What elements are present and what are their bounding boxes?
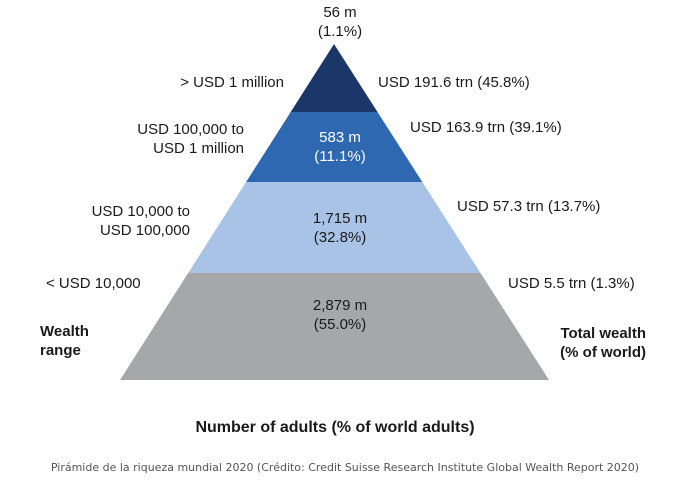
- right-axis-title-line1: Total wealth: [560, 325, 646, 342]
- tier-2-adults-pct: (11.1%): [314, 148, 366, 165]
- wealth-range-tier-3: USD 10,000 to USD 100,000: [24, 202, 190, 240]
- pyramid-tier-upper-middle: [246, 112, 423, 182]
- wealth-range-tier-1: > USD 1 million: [180, 74, 284, 91]
- right-axis-title-line2: (% of world): [560, 344, 646, 361]
- total-wealth-tier-2: USD 163.9 trn (39.1%): [410, 119, 562, 136]
- tier-1-adults: 56 m (1.1%): [300, 3, 380, 41]
- total-wealth-tier-3: USD 57.3 trn (13.7%): [457, 198, 601, 215]
- wealth-range-tier-3-line1: USD 10,000 to: [91, 203, 190, 220]
- pyramid-tier-top: [290, 44, 378, 112]
- wealth-range-tier-2: USD 100,000 to USD 1 million: [80, 120, 244, 158]
- tier-2-adults: 583 m (11.1%): [285, 128, 395, 166]
- total-wealth-tier-1: USD 191.6 trn (45.8%): [378, 74, 530, 91]
- bottom-title: Number of adults (% of world adults): [195, 419, 475, 436]
- left-axis-title-line2: range: [40, 342, 81, 359]
- figure-caption: Pirámide de la riqueza mundial 2020 (Cré…: [50, 461, 640, 474]
- tier-4-adults-count: 2,879 m: [312, 297, 368, 314]
- wealth-range-tier-2-line1: USD 100,000 to: [137, 121, 244, 138]
- tier-3-adults-count: 1,715 m: [312, 210, 368, 227]
- tier-2-adults-count: 583 m: [319, 129, 361, 146]
- wealth-range-tier-4: < USD 10,000: [46, 275, 141, 292]
- tier-1-adults-count: 56 m: [323, 4, 357, 21]
- tier-4-adults: 2,879 m (55.0%): [275, 296, 405, 334]
- pyramid-tier-lower-middle: [188, 182, 481, 273]
- pyramid-tier-base: [120, 273, 549, 380]
- total-wealth-tier-4: USD 5.5 trn (1.3%): [508, 275, 635, 292]
- left-axis-title: Wealth range: [40, 322, 89, 360]
- tier-3-adults: 1,715 m (32.8%): [275, 209, 405, 247]
- wealth-range-tier-3-line2: USD 100,000: [99, 222, 190, 239]
- tier-4-adults-pct: (55.0%): [313, 316, 367, 333]
- right-axis-title: Total wealth (% of world): [500, 324, 646, 362]
- wealth-range-tier-2-line2: USD 1 million: [153, 140, 244, 157]
- tier-3-adults-pct: (32.8%): [313, 229, 367, 246]
- tier-1-adults-pct: (1.1%): [317, 23, 363, 40]
- left-axis-title-line1: Wealth: [40, 323, 89, 340]
